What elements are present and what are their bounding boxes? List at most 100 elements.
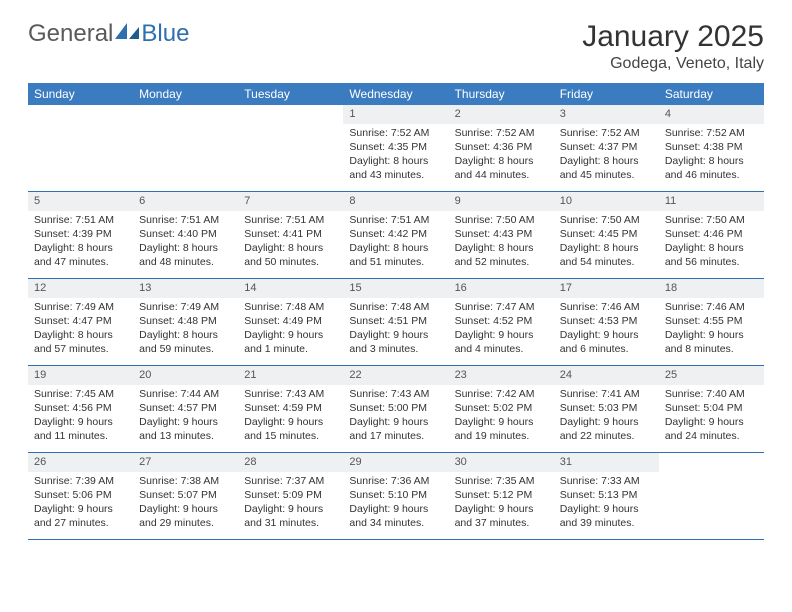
calendar-day-cell: 25Sunrise: 7:40 AMSunset: 5:04 PMDayligh…: [659, 366, 764, 452]
calendar-day-cell: 11Sunrise: 7:50 AMSunset: 4:46 PMDayligh…: [659, 192, 764, 278]
brand-logo: General Blue: [28, 20, 189, 48]
day-details: Sunrise: 7:37 AMSunset: 5:09 PMDaylight:…: [238, 472, 343, 535]
weekday-header: Thursday: [449, 83, 554, 105]
weekday-header: Saturday: [659, 83, 764, 105]
brand-name-1: General: [28, 20, 113, 48]
calendar-day-cell: 21Sunrise: 7:43 AMSunset: 4:59 PMDayligh…: [238, 366, 343, 452]
calendar-day-cell: 5Sunrise: 7:51 AMSunset: 4:39 PMDaylight…: [28, 192, 133, 278]
day-details: Sunrise: 7:52 AMSunset: 4:35 PMDaylight:…: [343, 124, 448, 187]
calendar-day-cell: 30Sunrise: 7:35 AMSunset: 5:12 PMDayligh…: [449, 453, 554, 539]
day-details: Sunrise: 7:52 AMSunset: 4:36 PMDaylight:…: [449, 124, 554, 187]
calendar-day-cell: 6Sunrise: 7:51 AMSunset: 4:40 PMDaylight…: [133, 192, 238, 278]
day-number: 19: [28, 366, 133, 385]
day-details: Sunrise: 7:39 AMSunset: 5:06 PMDaylight:…: [28, 472, 133, 535]
calendar-day-cell: 28Sunrise: 7:37 AMSunset: 5:09 PMDayligh…: [238, 453, 343, 539]
weekday-header: Friday: [554, 83, 659, 105]
calendar-day-cell: 9Sunrise: 7:50 AMSunset: 4:43 PMDaylight…: [449, 192, 554, 278]
day-number: 25: [659, 366, 764, 385]
day-number: 29: [343, 453, 448, 472]
calendar-day-cell: 18Sunrise: 7:46 AMSunset: 4:55 PMDayligh…: [659, 279, 764, 365]
day-number: 12: [28, 279, 133, 298]
day-number: 7: [238, 192, 343, 211]
calendar-week-row: 26Sunrise: 7:39 AMSunset: 5:06 PMDayligh…: [28, 453, 764, 540]
day-details: Sunrise: 7:44 AMSunset: 4:57 PMDaylight:…: [133, 385, 238, 448]
calendar-day-cell: 20Sunrise: 7:44 AMSunset: 4:57 PMDayligh…: [133, 366, 238, 452]
day-details: Sunrise: 7:51 AMSunset: 4:40 PMDaylight:…: [133, 211, 238, 274]
day-number: 1: [343, 105, 448, 124]
day-number: 16: [449, 279, 554, 298]
day-number: 23: [449, 366, 554, 385]
calendar-day-cell: 10Sunrise: 7:50 AMSunset: 4:45 PMDayligh…: [554, 192, 659, 278]
calendar-day-cell: 27Sunrise: 7:38 AMSunset: 5:07 PMDayligh…: [133, 453, 238, 539]
calendar-day-cell: 13Sunrise: 7:49 AMSunset: 4:48 PMDayligh…: [133, 279, 238, 365]
day-number: 30: [449, 453, 554, 472]
day-details: Sunrise: 7:48 AMSunset: 4:49 PMDaylight:…: [238, 298, 343, 361]
day-details: Sunrise: 7:48 AMSunset: 4:51 PMDaylight:…: [343, 298, 448, 361]
day-number: 9: [449, 192, 554, 211]
day-details: Sunrise: 7:46 AMSunset: 4:53 PMDaylight:…: [554, 298, 659, 361]
day-number: 11: [659, 192, 764, 211]
day-number: 10: [554, 192, 659, 211]
day-details: Sunrise: 7:45 AMSunset: 4:56 PMDaylight:…: [28, 385, 133, 448]
brand-name-2: Blue: [141, 20, 189, 48]
day-details: Sunrise: 7:33 AMSunset: 5:13 PMDaylight:…: [554, 472, 659, 535]
calendar-day-cell: [238, 105, 343, 191]
day-number: 8: [343, 192, 448, 211]
calendar-day-cell: 24Sunrise: 7:41 AMSunset: 5:03 PMDayligh…: [554, 366, 659, 452]
day-number: 3: [554, 105, 659, 124]
calendar-day-cell: 7Sunrise: 7:51 AMSunset: 4:41 PMDaylight…: [238, 192, 343, 278]
day-number: 5: [28, 192, 133, 211]
day-number: 24: [554, 366, 659, 385]
day-details: Sunrise: 7:50 AMSunset: 4:45 PMDaylight:…: [554, 211, 659, 274]
calendar-week-row: 1Sunrise: 7:52 AMSunset: 4:35 PMDaylight…: [28, 105, 764, 192]
day-details: Sunrise: 7:51 AMSunset: 4:41 PMDaylight:…: [238, 211, 343, 274]
day-details: Sunrise: 7:35 AMSunset: 5:12 PMDaylight:…: [449, 472, 554, 535]
calendar-day-cell: 14Sunrise: 7:48 AMSunset: 4:49 PMDayligh…: [238, 279, 343, 365]
calendar-day-cell: 31Sunrise: 7:33 AMSunset: 5:13 PMDayligh…: [554, 453, 659, 539]
day-number: 20: [133, 366, 238, 385]
calendar-day-cell: 29Sunrise: 7:36 AMSunset: 5:10 PMDayligh…: [343, 453, 448, 539]
day-number: 17: [554, 279, 659, 298]
day-details: Sunrise: 7:41 AMSunset: 5:03 PMDaylight:…: [554, 385, 659, 448]
day-details: Sunrise: 7:47 AMSunset: 4:52 PMDaylight:…: [449, 298, 554, 361]
day-details: Sunrise: 7:50 AMSunset: 4:43 PMDaylight:…: [449, 211, 554, 274]
calendar-day-cell: 19Sunrise: 7:45 AMSunset: 4:56 PMDayligh…: [28, 366, 133, 452]
calendar-day-cell: 4Sunrise: 7:52 AMSunset: 4:38 PMDaylight…: [659, 105, 764, 191]
weekday-header: Tuesday: [238, 83, 343, 105]
day-details: Sunrise: 7:38 AMSunset: 5:07 PMDaylight:…: [133, 472, 238, 535]
day-details: Sunrise: 7:40 AMSunset: 5:04 PMDaylight:…: [659, 385, 764, 448]
day-details: Sunrise: 7:50 AMSunset: 4:46 PMDaylight:…: [659, 211, 764, 274]
day-details: Sunrise: 7:43 AMSunset: 5:00 PMDaylight:…: [343, 385, 448, 448]
day-number: 15: [343, 279, 448, 298]
day-details: Sunrise: 7:51 AMSunset: 4:39 PMDaylight:…: [28, 211, 133, 274]
day-details: Sunrise: 7:52 AMSunset: 4:37 PMDaylight:…: [554, 124, 659, 187]
calendar-day-cell: [659, 453, 764, 539]
day-details: Sunrise: 7:49 AMSunset: 4:48 PMDaylight:…: [133, 298, 238, 361]
calendar-day-cell: 12Sunrise: 7:49 AMSunset: 4:47 PMDayligh…: [28, 279, 133, 365]
day-details: Sunrise: 7:43 AMSunset: 4:59 PMDaylight:…: [238, 385, 343, 448]
day-number: 2: [449, 105, 554, 124]
calendar-day-cell: 17Sunrise: 7:46 AMSunset: 4:53 PMDayligh…: [554, 279, 659, 365]
calendar-day-cell: [28, 105, 133, 191]
header: General Blue January 2025 Godega, Veneto…: [28, 20, 764, 73]
weekday-header: Wednesday: [343, 83, 448, 105]
calendar-week-row: 19Sunrise: 7:45 AMSunset: 4:56 PMDayligh…: [28, 366, 764, 453]
calendar-day-cell: 1Sunrise: 7:52 AMSunset: 4:35 PMDaylight…: [343, 105, 448, 191]
location-subtitle: Godega, Veneto, Italy: [582, 55, 764, 73]
calendar-day-cell: 26Sunrise: 7:39 AMSunset: 5:06 PMDayligh…: [28, 453, 133, 539]
day-details: Sunrise: 7:49 AMSunset: 4:47 PMDaylight:…: [28, 298, 133, 361]
day-number: 27: [133, 453, 238, 472]
weeks-container: 1Sunrise: 7:52 AMSunset: 4:35 PMDaylight…: [28, 105, 764, 540]
calendar-day-cell: 2Sunrise: 7:52 AMSunset: 4:36 PMDaylight…: [449, 105, 554, 191]
day-number: 13: [133, 279, 238, 298]
day-details: Sunrise: 7:42 AMSunset: 5:02 PMDaylight:…: [449, 385, 554, 448]
calendar-day-cell: 16Sunrise: 7:47 AMSunset: 4:52 PMDayligh…: [449, 279, 554, 365]
day-number: 26: [28, 453, 133, 472]
calendar-day-cell: 15Sunrise: 7:48 AMSunset: 4:51 PMDayligh…: [343, 279, 448, 365]
day-details: Sunrise: 7:46 AMSunset: 4:55 PMDaylight:…: [659, 298, 764, 361]
calendar-week-row: 12Sunrise: 7:49 AMSunset: 4:47 PMDayligh…: [28, 279, 764, 366]
title-block: January 2025 Godega, Veneto, Italy: [582, 20, 764, 73]
sail-icon: [115, 20, 141, 48]
calendar-day-cell: 22Sunrise: 7:43 AMSunset: 5:00 PMDayligh…: [343, 366, 448, 452]
calendar-week-row: 5Sunrise: 7:51 AMSunset: 4:39 PMDaylight…: [28, 192, 764, 279]
